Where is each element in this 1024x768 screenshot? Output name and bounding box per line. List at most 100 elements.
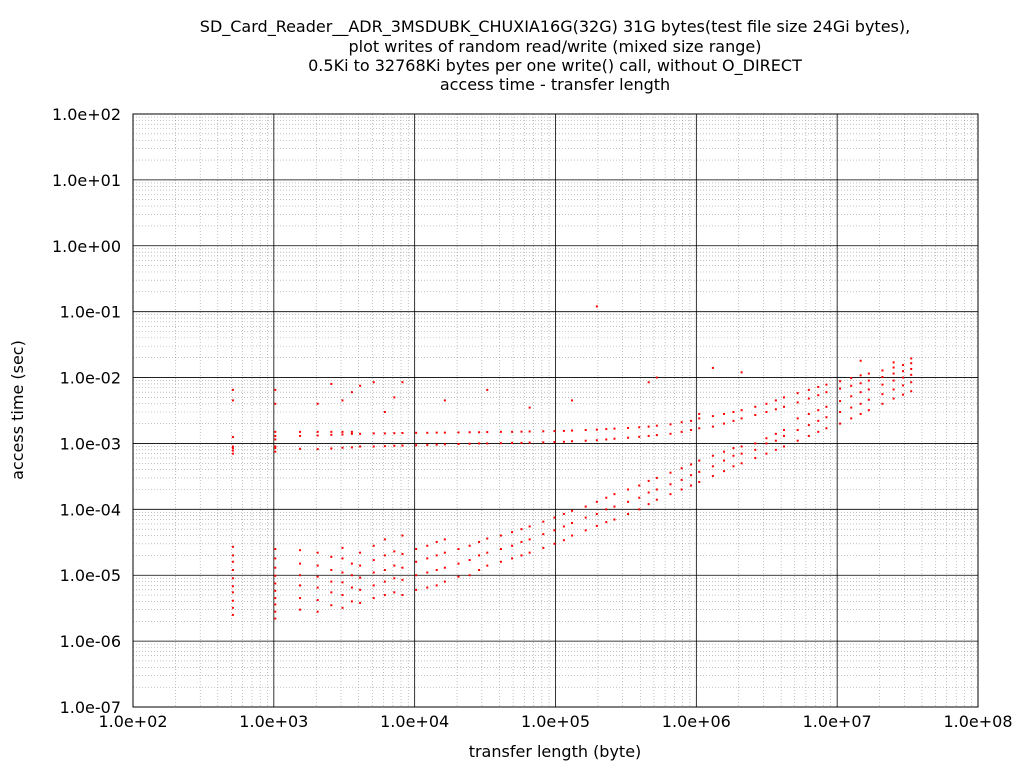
data-point [231, 445, 234, 448]
data-point [274, 402, 277, 405]
data-point [443, 551, 446, 554]
data-point [299, 574, 302, 577]
data-point [562, 539, 565, 542]
data-point [528, 538, 531, 541]
data-point [231, 613, 234, 616]
y-tick-label: 1.0e+02 [52, 105, 121, 124]
data-point [595, 512, 598, 515]
data-point [486, 537, 489, 540]
data-point [902, 376, 905, 379]
data-point [690, 474, 693, 477]
y-tick-label: 1.0e-02 [60, 369, 121, 388]
data-point [892, 366, 895, 369]
data-point [867, 409, 870, 412]
x-tick-label: 1.0e+02 [98, 712, 167, 731]
data-point [605, 521, 608, 524]
data-point [783, 396, 786, 399]
major-grid [132, 113, 979, 708]
data-point [892, 379, 895, 382]
data-point [754, 405, 757, 408]
data-point [457, 575, 460, 578]
data-point [443, 443, 446, 446]
data-point [850, 377, 853, 380]
data-point [910, 362, 913, 365]
data-point [807, 388, 810, 391]
data-point [669, 493, 672, 496]
data-point [754, 414, 757, 417]
data-point [372, 571, 375, 574]
x-tick-label: 1.0e+04 [380, 712, 449, 731]
data-point [571, 429, 574, 432]
data-point [850, 417, 853, 420]
data-point [690, 428, 693, 431]
data-point [401, 566, 404, 569]
data-point [274, 589, 277, 592]
data-point [393, 444, 396, 447]
data-point [839, 411, 842, 414]
data-point [740, 409, 743, 412]
data-point [274, 582, 277, 585]
data-point [350, 430, 353, 433]
data-point [457, 562, 460, 565]
data-point [415, 431, 418, 434]
data-point [299, 597, 302, 600]
data-point [415, 444, 418, 447]
data-point [796, 439, 799, 442]
data-point [571, 440, 574, 443]
data-point [330, 433, 333, 436]
data-point [520, 528, 523, 531]
data-point [807, 397, 810, 400]
data-point [316, 586, 319, 589]
data-point [486, 564, 489, 567]
data-point [881, 375, 884, 378]
y-tick-label: 1.0e-05 [60, 566, 121, 585]
data-point [359, 576, 362, 579]
data-point [443, 580, 446, 583]
data-point [401, 444, 404, 447]
data-point [520, 554, 523, 557]
data-point [850, 384, 853, 387]
data-point [231, 591, 234, 594]
data-point [553, 516, 556, 519]
data-point [231, 569, 234, 572]
data-point [638, 484, 641, 487]
data-point [350, 586, 353, 589]
x-tick-label: 1.0e+03 [239, 712, 308, 731]
data-point [796, 392, 799, 395]
data-point [867, 379, 870, 382]
data-point [680, 467, 683, 470]
data-point [638, 508, 641, 511]
data-point [415, 588, 418, 591]
data-point [698, 427, 701, 430]
data-point [542, 430, 545, 433]
data-point [478, 431, 481, 434]
data-point [711, 366, 714, 369]
data-point [426, 431, 429, 434]
data-point [740, 371, 743, 374]
data-point [655, 488, 658, 491]
data-point [468, 431, 471, 434]
data-point [383, 569, 386, 572]
data-points [231, 305, 913, 620]
data-point [316, 430, 319, 433]
data-point [910, 373, 913, 376]
data-point [393, 432, 396, 435]
data-point [754, 457, 757, 460]
data-point [274, 610, 277, 613]
data-point [655, 498, 658, 501]
data-point [341, 399, 344, 402]
data-point [613, 518, 616, 521]
data-point [426, 544, 429, 547]
data-point [499, 430, 502, 433]
data-point [435, 431, 438, 434]
data-point [723, 412, 726, 415]
data-point [499, 560, 502, 563]
data-point [740, 452, 743, 455]
data-point [372, 381, 375, 384]
data-point [825, 383, 828, 386]
data-point [359, 564, 362, 567]
data-point [881, 402, 884, 405]
data-point [231, 585, 234, 588]
data-point [711, 465, 714, 468]
data-point [839, 400, 842, 403]
